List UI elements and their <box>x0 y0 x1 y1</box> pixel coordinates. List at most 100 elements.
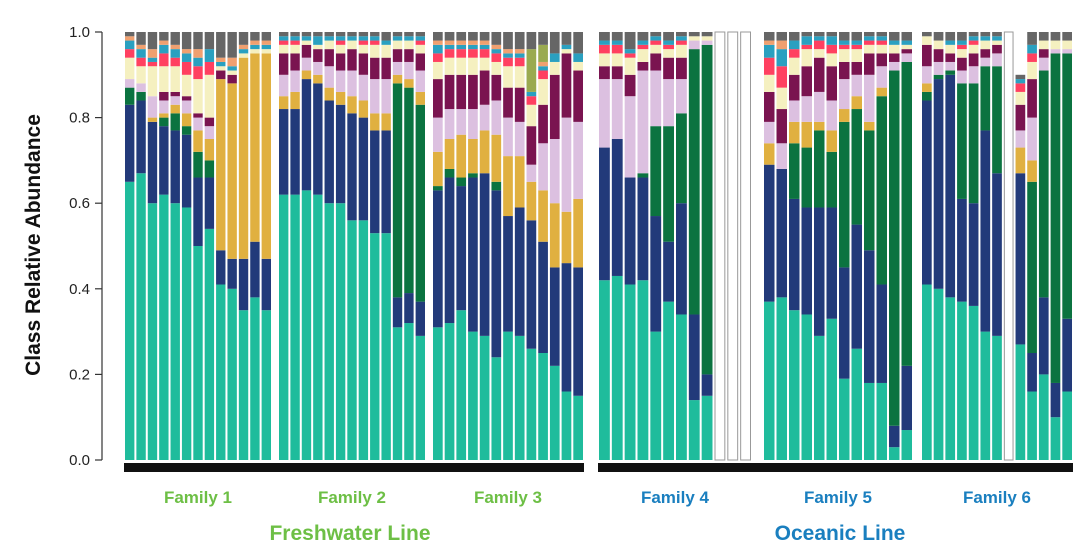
bar-segment <box>688 49 700 315</box>
bar-segment <box>347 113 357 221</box>
bar-segment <box>456 109 467 135</box>
bar-segment <box>650 36 662 41</box>
bar-segment <box>538 353 548 460</box>
bar-segment <box>933 79 944 289</box>
bar-segment <box>125 181 135 461</box>
bar-segment <box>611 139 623 276</box>
bar-segment <box>826 318 837 460</box>
bar-segment <box>193 66 203 80</box>
bar-segment <box>392 40 403 50</box>
oceanic-baseline <box>598 463 1073 472</box>
bar-segment <box>204 126 215 139</box>
bar-segment <box>864 121 875 131</box>
bar-segment <box>663 57 674 80</box>
bar-segment <box>688 40 700 50</box>
bar-segment <box>526 220 537 349</box>
bar-segment <box>301 44 312 58</box>
bar-segment <box>538 190 548 242</box>
bar-segment <box>1038 57 1049 71</box>
bar-segment <box>433 151 443 187</box>
bar-segment <box>216 66 226 71</box>
bar-segment <box>1015 83 1026 92</box>
bar-segment <box>170 130 180 204</box>
bar-segment <box>468 173 478 178</box>
bar-segment <box>456 32 467 41</box>
bar-segment <box>992 44 1002 54</box>
bar-segment <box>147 117 158 122</box>
bar-segment <box>573 61 583 71</box>
bar-segment <box>980 331 991 460</box>
bar-segment <box>392 36 403 41</box>
bar-segment <box>491 53 502 62</box>
bar-segment <box>358 53 369 75</box>
bar-segment <box>789 40 800 50</box>
bar-segment <box>261 310 271 460</box>
bar-segment <box>876 66 887 88</box>
bar-segment <box>676 36 687 41</box>
bar-segment <box>347 49 357 71</box>
bar-segment <box>814 207 825 336</box>
bar-segment <box>404 61 414 80</box>
bar-segment <box>261 49 271 54</box>
bar-segment <box>933 40 944 50</box>
bar-segment <box>688 36 700 41</box>
bar-segment <box>444 323 455 460</box>
bar-segment <box>968 66 979 84</box>
bar-segment <box>204 160 215 178</box>
bar-segment <box>637 32 649 41</box>
bar-segment <box>468 40 478 45</box>
bar-segment <box>814 36 825 41</box>
bar-segment <box>876 53 887 67</box>
bar-segment <box>159 117 169 127</box>
bar-segment <box>170 44 180 50</box>
bar-segment <box>392 49 403 62</box>
bar-segment <box>313 49 323 62</box>
bar-segment <box>125 32 135 37</box>
bar-segment <box>980 40 991 50</box>
bar-segment <box>335 36 346 41</box>
bar-segment <box>444 32 455 41</box>
bar-segment <box>433 117 443 152</box>
bar-segment <box>491 357 502 460</box>
bar-segment <box>415 44 425 54</box>
bar-segment <box>599 66 610 80</box>
bar-segment <box>561 391 572 460</box>
bar-segment <box>514 49 525 54</box>
bar-segment <box>801 147 812 208</box>
bar-segment <box>864 44 875 54</box>
bar-segment <box>1062 53 1072 319</box>
bar-segment <box>573 267 583 396</box>
bar-segment <box>503 57 513 67</box>
bar-segment <box>764 74 775 92</box>
bar-segment <box>136 91 146 101</box>
bar-segment <box>479 173 490 336</box>
bar-segment <box>170 66 180 92</box>
bar-segment <box>415 335 425 460</box>
bar-segment <box>1038 32 1049 41</box>
bar-segment <box>415 53 425 71</box>
bar-segment <box>404 293 414 324</box>
bar-segment <box>624 53 636 58</box>
bar-segment <box>514 207 525 336</box>
bar-segment <box>933 32 944 41</box>
bar-segment <box>433 44 443 54</box>
bar-segment <box>637 280 649 460</box>
bar-segment <box>701 36 713 41</box>
bar-segment <box>945 74 956 298</box>
bar-segment <box>290 53 300 71</box>
bar-segment <box>650 40 662 45</box>
bar-segment <box>789 74 800 101</box>
bar-segment <box>538 32 548 45</box>
bar-segment <box>1027 353 1037 392</box>
bar-segment <box>549 32 560 54</box>
bar-segment <box>957 301 967 460</box>
bar-segment <box>663 126 674 242</box>
bar-segment <box>456 134 467 178</box>
bar-segment <box>801 49 812 67</box>
bar-segment <box>922 100 932 285</box>
bar-segment <box>624 74 636 97</box>
bar-segment <box>290 109 300 195</box>
bar-segment <box>335 104 346 204</box>
bar-segment <box>279 32 289 37</box>
bar-segment <box>1050 40 1061 50</box>
